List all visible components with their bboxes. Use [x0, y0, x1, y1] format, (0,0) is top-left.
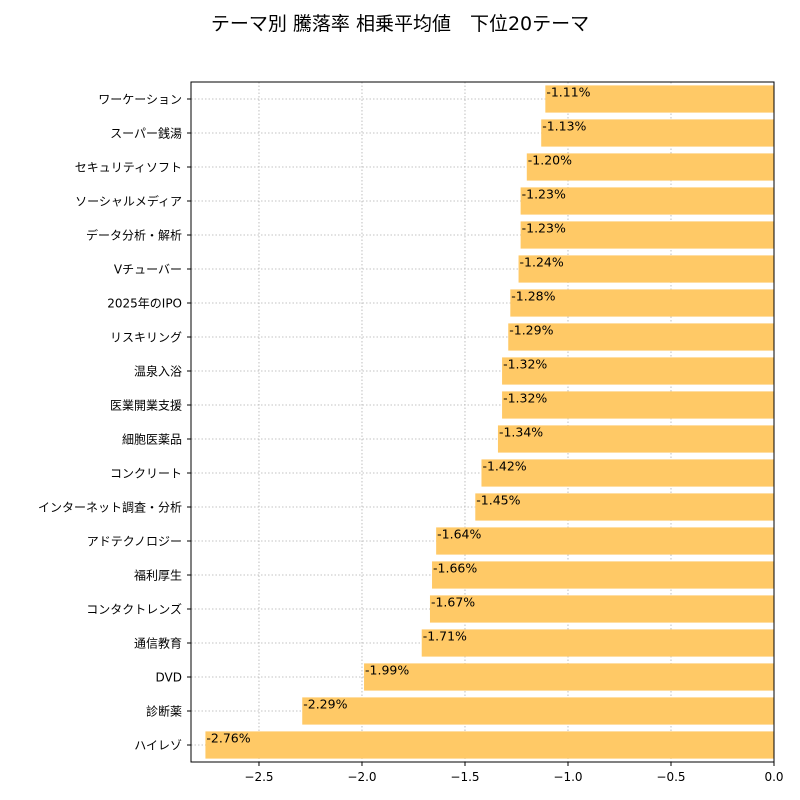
plot-area	[190, 81, 775, 763]
bar	[481, 459, 774, 487]
data-label: -1.23%	[522, 220, 566, 235]
bar	[520, 221, 774, 249]
category-label: DVD	[156, 671, 182, 685]
data-label: -1.45%	[476, 492, 520, 507]
bar	[541, 119, 774, 147]
category-label: コンクリート	[110, 467, 182, 481]
category-label: ワーケーション	[98, 93, 182, 107]
data-label: -1.29%	[509, 322, 553, 337]
data-label: -2.76%	[206, 730, 250, 745]
bar	[364, 663, 774, 691]
data-label: -1.64%	[437, 526, 481, 541]
category-label: 福利厚生	[134, 568, 182, 583]
data-label: -1.66%	[433, 560, 477, 575]
bar	[302, 697, 774, 725]
category-label: 2025年のIPO	[107, 297, 182, 311]
data-label: -1.32%	[503, 390, 547, 405]
x-tick-label: −2.5	[244, 770, 273, 784]
bar	[518, 255, 774, 283]
data-label: -1.28%	[511, 288, 555, 303]
bar	[432, 561, 774, 589]
bars	[205, 85, 774, 759]
data-label: -2.29%	[303, 696, 347, 711]
bar	[497, 425, 774, 453]
x-tick-label: −1.5	[450, 770, 479, 784]
data-label: -1.67%	[431, 594, 475, 609]
category-label: セキュリティソフト	[75, 161, 182, 175]
x-tick-label: −0.5	[656, 770, 685, 784]
bar	[545, 85, 774, 113]
category-label: ハイレゾ	[134, 739, 182, 753]
category-label: 医業開業支援	[110, 399, 182, 413]
data-label: -1.11%	[546, 84, 590, 99]
bar	[502, 357, 774, 385]
category-label: リスキリング	[110, 331, 182, 345]
category-label: ソーシャルメディア	[75, 194, 182, 209]
grid-lines	[191, 82, 775, 762]
bar	[502, 391, 774, 419]
x-tick-label: −1.0	[553, 770, 582, 784]
bar	[526, 153, 774, 181]
data-label: -1.24%	[520, 254, 564, 269]
bar	[429, 595, 774, 623]
bar	[510, 289, 774, 317]
x-tick-label: −2.0	[347, 770, 376, 784]
bar	[421, 629, 774, 657]
bar	[205, 731, 774, 759]
data-label: -1.34%	[499, 424, 543, 439]
x-tick-label: 0.0	[764, 770, 783, 784]
data-label: -1.13%	[542, 118, 586, 133]
category-label: データ分析・解析	[86, 228, 182, 243]
chart-title: テーマ別 騰落率 相乗平均値 下位20テーマ	[211, 13, 589, 35]
category-label: スーパー銭湯	[110, 126, 182, 141]
category-label: 細胞医薬品	[122, 433, 182, 447]
data-labels: -1.11% -1.13% -1.20% -1.23% -1.23% -1.24% -1.2…	[206, 84, 590, 745]
bar	[508, 323, 774, 351]
data-label: -1.99%	[365, 662, 409, 677]
category-label: Vチューバー	[114, 263, 182, 277]
category-label: 温泉入浴	[134, 365, 182, 379]
bar	[436, 527, 774, 555]
category-label: コンタクトレンズ	[86, 602, 182, 617]
category-label: インターネット調査・分析	[38, 501, 182, 515]
bar	[520, 187, 774, 215]
data-label: -1.71%	[423, 628, 467, 643]
data-label: -1.23%	[522, 186, 566, 201]
bar	[475, 493, 774, 521]
category-label: アドテクノロジー	[87, 535, 182, 549]
data-label: -1.32%	[503, 356, 547, 371]
value-axis: −2.5 −2.0 −1.5 −1.0 −0.5 0.0	[244, 762, 784, 784]
category-label: 診断薬	[146, 704, 182, 719]
data-label: -1.42%	[482, 458, 526, 473]
data-label: -1.20%	[528, 152, 572, 167]
category-label: 通信教育	[134, 636, 182, 651]
